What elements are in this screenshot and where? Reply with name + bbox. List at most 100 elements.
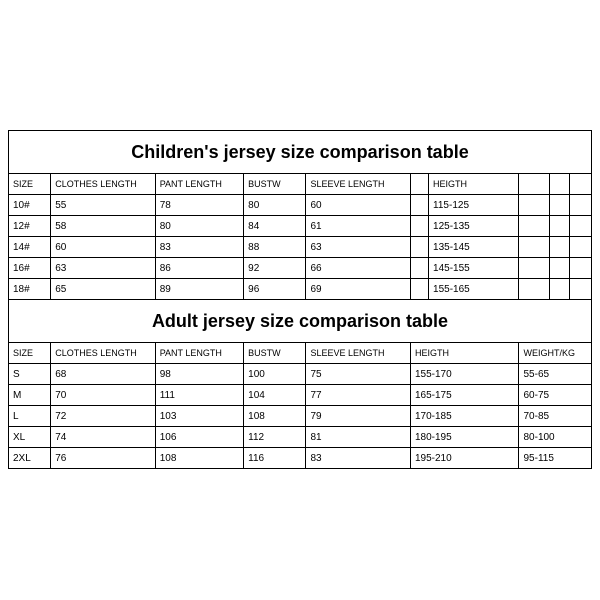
col-header: SLEEVE LENGTH <box>306 343 411 364</box>
col-header <box>549 174 569 195</box>
col-header: CLOTHES LENGTH <box>51 343 156 364</box>
cell: 72 <box>51 406 156 427</box>
cell: 83 <box>155 237 243 258</box>
cell: 77 <box>306 385 411 406</box>
col-header <box>410 174 428 195</box>
cell: 145-155 <box>429 258 519 279</box>
cell: 165-175 <box>410 385 519 406</box>
table-row: 2XL7610811683195-21095-115 <box>9 448 592 469</box>
cell: 100 <box>244 364 306 385</box>
cell: 135-145 <box>429 237 519 258</box>
cell <box>549 195 569 216</box>
cell: 86 <box>155 258 243 279</box>
cell: 55 <box>51 195 156 216</box>
cell: 108 <box>155 448 243 469</box>
cell <box>569 195 591 216</box>
cell <box>569 258 591 279</box>
col-header: PANT LENGTH <box>155 174 243 195</box>
cell: 106 <box>155 427 243 448</box>
cell: 60 <box>306 195 411 216</box>
cell: 104 <box>244 385 306 406</box>
col-header <box>569 174 591 195</box>
cell: 81 <box>306 427 411 448</box>
cell: 125-135 <box>429 216 519 237</box>
cell: 95-115 <box>519 448 592 469</box>
section-title: Adult jersey size comparison table <box>9 300 592 343</box>
cell: 112 <box>244 427 306 448</box>
cell: 2XL <box>9 448 51 469</box>
table-row: 18#65899669155-165 <box>9 279 592 300</box>
cell: 79 <box>306 406 411 427</box>
cell: 84 <box>244 216 306 237</box>
cell: 75 <box>306 364 411 385</box>
cell <box>410 216 428 237</box>
cell <box>549 279 569 300</box>
table-row: S689810075155-17055-65 <box>9 364 592 385</box>
cell <box>519 279 549 300</box>
table-row: 10#55788060 115-125 <box>9 195 592 216</box>
table-row: XL7410611281180-19580-100 <box>9 427 592 448</box>
cell <box>519 216 549 237</box>
table-row: 16#63869266 145-155 <box>9 258 592 279</box>
cell: 18# <box>9 279 51 300</box>
cell: 12# <box>9 216 51 237</box>
cell: 10# <box>9 195 51 216</box>
cell: 65 <box>51 279 156 300</box>
cell: 70-85 <box>519 406 592 427</box>
cell <box>410 237 428 258</box>
cell <box>569 279 591 300</box>
col-header: SIZE <box>9 174 51 195</box>
table-row: 12#58808461125-135 <box>9 216 592 237</box>
col-header: HEIGTH <box>410 343 519 364</box>
col-header: WEIGHT/KG <box>519 343 592 364</box>
cell: 92 <box>244 258 306 279</box>
cell: 80-100 <box>519 427 592 448</box>
cell: 80 <box>244 195 306 216</box>
cell <box>569 237 591 258</box>
size-tables: Children's jersey size comparison tableS… <box>8 130 592 469</box>
cell: 80 <box>155 216 243 237</box>
cell: 55-65 <box>519 364 592 385</box>
cell: 111 <box>155 385 243 406</box>
cell <box>549 237 569 258</box>
col-header: PANT LENGTH <box>155 343 243 364</box>
cell: 98 <box>155 364 243 385</box>
cell: 103 <box>155 406 243 427</box>
cell: 63 <box>51 258 156 279</box>
cell: 78 <box>155 195 243 216</box>
col-header: CLOTHES LENGTH <box>51 174 156 195</box>
cell: L <box>9 406 51 427</box>
cell <box>549 216 569 237</box>
cell: 69 <box>306 279 411 300</box>
cell: 74 <box>51 427 156 448</box>
cell: S <box>9 364 51 385</box>
cell: 83 <box>306 448 411 469</box>
col-header: BUSTW <box>244 174 306 195</box>
cell: 116 <box>244 448 306 469</box>
cell: 155-170 <box>410 364 519 385</box>
cell <box>519 195 549 216</box>
cell: 70 <box>51 385 156 406</box>
col-header: BUSTW <box>244 343 306 364</box>
cell: 60-75 <box>519 385 592 406</box>
cell <box>569 216 591 237</box>
cell: 195-210 <box>410 448 519 469</box>
cell: 16# <box>9 258 51 279</box>
cell: 76 <box>51 448 156 469</box>
col-header <box>519 174 549 195</box>
cell: 96 <box>244 279 306 300</box>
cell: 61 <box>306 216 411 237</box>
cell: 60 <box>51 237 156 258</box>
cell: 14# <box>9 237 51 258</box>
cell: 66 <box>306 258 411 279</box>
col-header: SLEEVE LENGTH <box>306 174 411 195</box>
cell <box>410 279 428 300</box>
cell <box>410 258 428 279</box>
cell: M <box>9 385 51 406</box>
cell: 115-125 <box>429 195 519 216</box>
cell: 63 <box>306 237 411 258</box>
col-header: SIZE <box>9 343 51 364</box>
cell <box>519 258 549 279</box>
cell: 170-185 <box>410 406 519 427</box>
cell: 155-165 <box>429 279 519 300</box>
